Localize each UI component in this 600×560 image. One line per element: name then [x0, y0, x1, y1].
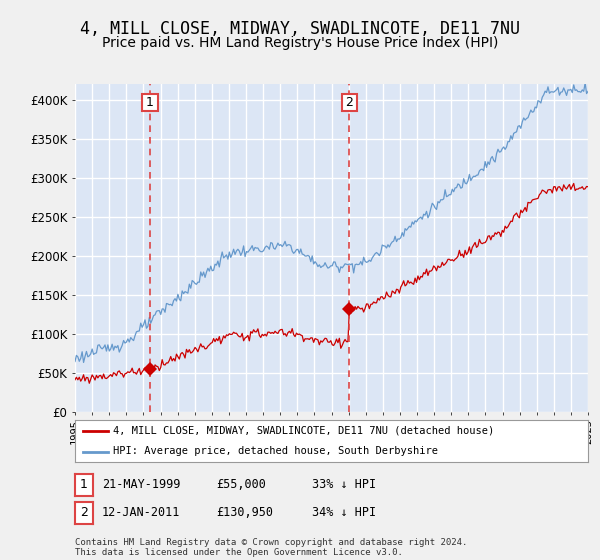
Text: 1: 1 — [146, 96, 154, 109]
Text: 21-MAY-1999: 21-MAY-1999 — [102, 478, 181, 492]
Text: 2: 2 — [346, 96, 353, 109]
Text: 12-JAN-2011: 12-JAN-2011 — [102, 506, 181, 520]
Text: 4, MILL CLOSE, MIDWAY, SWADLINCOTE, DE11 7NU: 4, MILL CLOSE, MIDWAY, SWADLINCOTE, DE11… — [80, 20, 520, 38]
Text: HPI: Average price, detached house, South Derbyshire: HPI: Average price, detached house, Sout… — [113, 446, 439, 456]
Text: 1: 1 — [80, 478, 88, 492]
Text: Price paid vs. HM Land Registry's House Price Index (HPI): Price paid vs. HM Land Registry's House … — [102, 36, 498, 50]
Text: 2: 2 — [80, 506, 88, 520]
Bar — [142, 94, 158, 111]
Text: £55,000: £55,000 — [216, 478, 266, 492]
Text: 34% ↓ HPI: 34% ↓ HPI — [312, 506, 376, 520]
Text: Contains HM Land Registry data © Crown copyright and database right 2024.
This d: Contains HM Land Registry data © Crown c… — [75, 538, 467, 557]
Bar — [341, 94, 357, 111]
Text: 4, MILL CLOSE, MIDWAY, SWADLINCOTE, DE11 7NU (detached house): 4, MILL CLOSE, MIDWAY, SWADLINCOTE, DE11… — [113, 426, 495, 436]
Text: £130,950: £130,950 — [216, 506, 273, 520]
Text: 33% ↓ HPI: 33% ↓ HPI — [312, 478, 376, 492]
